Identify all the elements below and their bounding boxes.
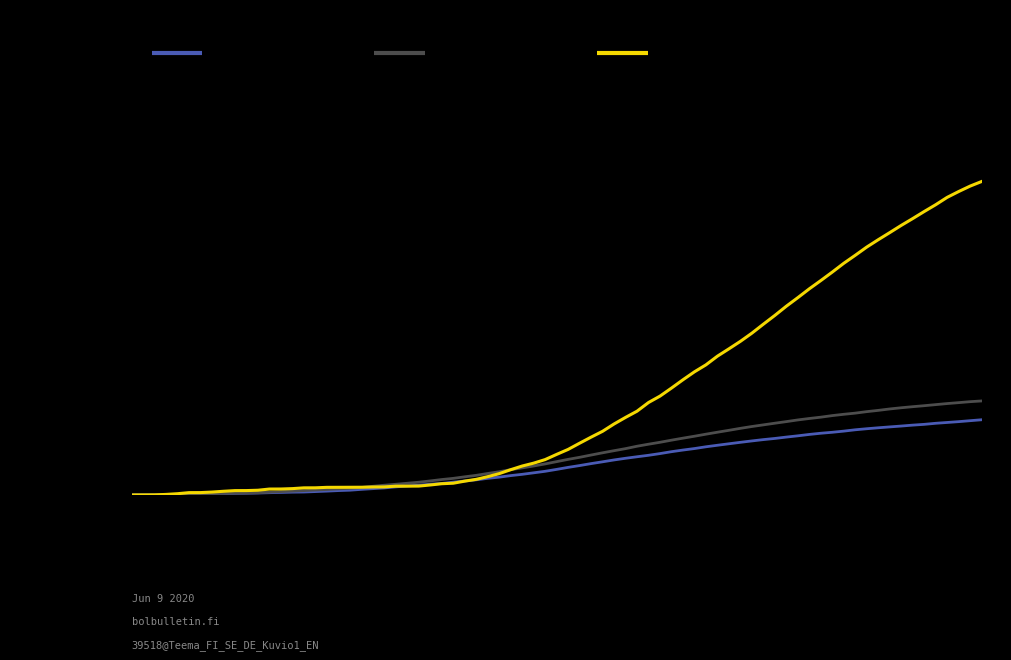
Text: Jun 9 2020: Jun 9 2020 <box>131 594 194 604</box>
Text: 39518@Teema_FI_SE_DE_Kuvio1_EN: 39518@Teema_FI_SE_DE_Kuvio1_EN <box>131 640 318 651</box>
Text: bolbulletin.fi: bolbulletin.fi <box>131 617 218 627</box>
